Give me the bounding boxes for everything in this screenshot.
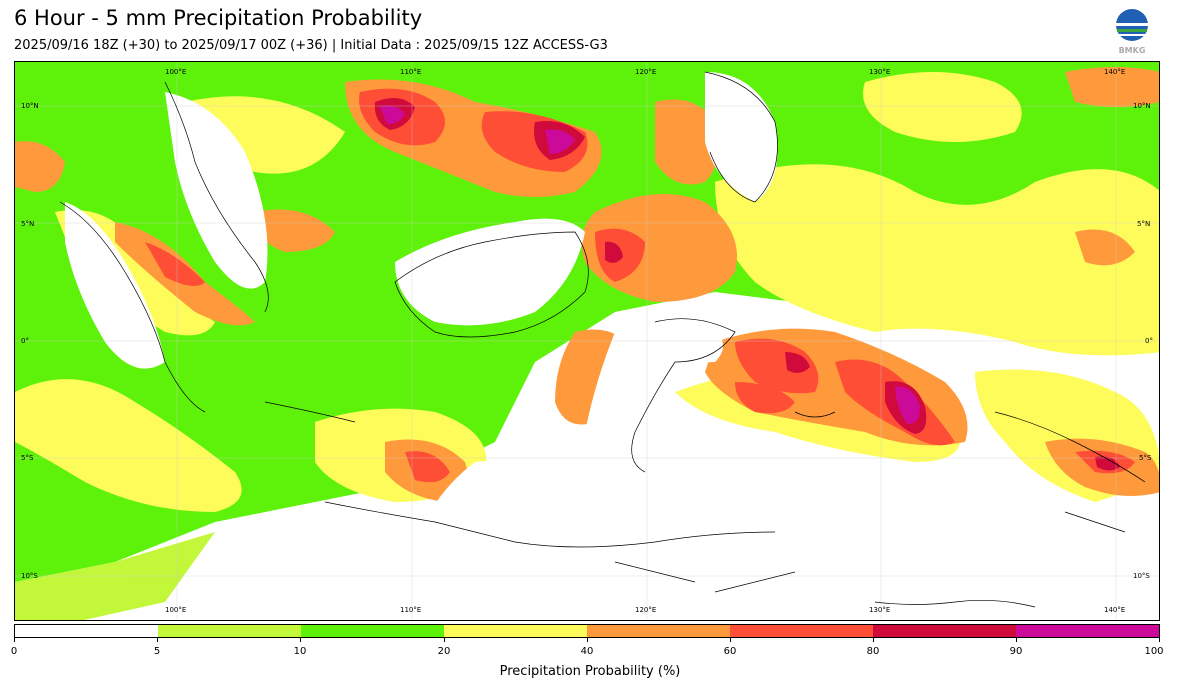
lon-label-top-5: 140°E (1104, 68, 1125, 76)
colorbar-tick (730, 638, 731, 642)
lat-label-left-3: 0° (21, 337, 29, 345)
colorbar-segment-10-20 (301, 625, 444, 637)
chart-title: 6 Hour - 5 mm Precipitation Probability (14, 6, 423, 30)
colorbar-segment-90-100 (1016, 625, 1159, 637)
coastlines (59, 71, 1146, 608)
lon-label-bottom-5: 140°E (1104, 606, 1125, 614)
colorbar-tick (444, 638, 445, 642)
lat-label-left-4: 5°S (21, 454, 34, 462)
lon-label-bottom-1: 100°E (165, 606, 186, 614)
colorbar-label-10: 10 (293, 646, 307, 657)
colorbar-tick (300, 638, 301, 642)
colorbar-segment-80-90 (873, 625, 1016, 637)
lat-label-right-3: 0° (1145, 337, 1153, 345)
lat-label-right-1: 10°N (1133, 102, 1151, 110)
colorbar (14, 624, 1160, 638)
lon-label-bottom-3: 120°E (635, 606, 656, 614)
colorbar-segment-0-5 (15, 625, 158, 637)
colorbar-label-20: 20 (437, 646, 451, 657)
lat-label-left-1: 10°N (21, 102, 39, 110)
colorbar-label-100: 100 (1144, 646, 1164, 657)
lon-label-top-1: 100°E (165, 68, 186, 76)
colorbar-label-80: 80 (866, 646, 880, 657)
colorbar-segment-5-10 (158, 625, 301, 637)
colorbar-tick (1016, 638, 1017, 642)
lat-label-right-5: 10°S (1133, 572, 1150, 580)
colorbar-label-60: 60 (723, 646, 737, 657)
colorbar-label-0: 0 (10, 646, 18, 657)
colorbar-segment-60-80 (730, 625, 873, 637)
colorbar-label-90: 90 (1009, 646, 1023, 657)
colorbar-label-40: 40 (580, 646, 594, 657)
colorbar-segment-40-60 (587, 625, 730, 637)
colorbar-tick (873, 638, 874, 642)
probability-map: 100°E 110°E 120°E 130°E 140°E 100°E 110°… (15, 62, 1159, 620)
colorbar-tick (14, 638, 15, 642)
chart-subtitle: 2025/09/16 18Z (+30) to 2025/09/17 00Z (… (14, 38, 608, 53)
colorbar-tick (1159, 638, 1160, 642)
colorbar-tick (157, 638, 158, 642)
lat-label-right-4: 5°S (1139, 454, 1152, 462)
colorbar-label-5: 5 (153, 646, 161, 657)
svg-text:BMKG: BMKG (1119, 46, 1146, 55)
lon-label-top-2: 110°E (400, 68, 421, 76)
probability-shading (15, 62, 1159, 620)
lat-label-right-2: 5°N (1137, 220, 1150, 228)
graticule (15, 62, 1159, 620)
colorbar-segment-20-40 (444, 625, 587, 637)
lat-label-left-2: 5°N (21, 220, 34, 228)
lat-label-left-5: 10°S (21, 572, 38, 580)
lon-label-top-4: 130°E (869, 68, 890, 76)
colorbar-tick (587, 638, 588, 642)
map-panel: 100°E 110°E 120°E 130°E 140°E 100°E 110°… (14, 61, 1160, 621)
lon-label-top-3: 120°E (635, 68, 656, 76)
colorbar-title: Precipitation Probability (%) (499, 664, 681, 679)
lon-label-bottom-4: 130°E (869, 606, 890, 614)
bmkg-logo: BMKG (1116, 9, 1148, 55)
lon-label-bottom-2: 110°E (400, 606, 421, 614)
